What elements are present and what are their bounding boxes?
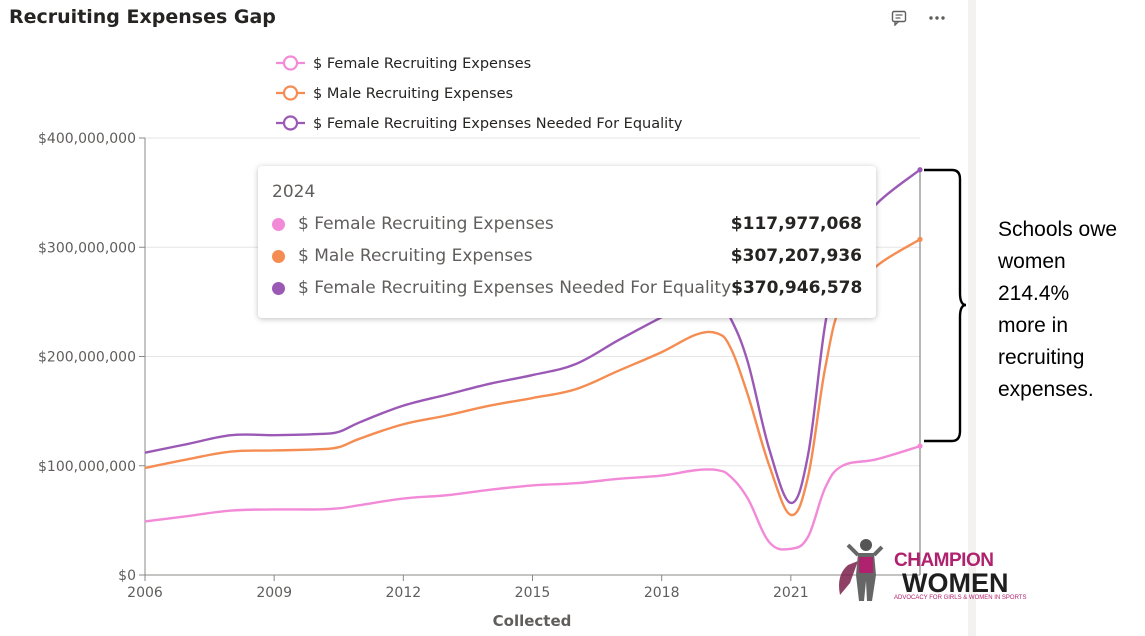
x-axis-ticks: 2006 2009 2012 2015 2018 2021 — [127, 575, 809, 601]
x-tick-label: 2021 — [773, 585, 809, 601]
x-axis-title: Collected — [493, 612, 572, 630]
tooltip-row: $ Female Recruiting Expenses Needed For … — [272, 276, 862, 300]
tooltip-header: 2024 — [272, 182, 316, 202]
panel-divider — [968, 0, 976, 636]
logo-line1: CHAMPION — [894, 550, 994, 571]
y-tick-label: $0 — [118, 568, 136, 584]
line-chart: $ Female Recruiting Expenses $ Male Recru… — [38, 55, 923, 630]
x-tick-label: 2009 — [256, 585, 292, 601]
tooltip-row-label: $ Female Recruiting Expenses Needed For … — [298, 278, 732, 298]
y-tick-label: $100,000,000 — [38, 459, 136, 475]
legend-item-female[interactable]: $ Female Recruiting Expenses — [276, 55, 531, 72]
legend-swatch-marker — [282, 85, 299, 101]
tooltip-row-label: $ Female Recruiting Expenses — [298, 214, 554, 234]
equality-series-marker — [272, 281, 285, 295]
data-tooltip: 2024 $ Female Recruiting Expenses $117,9… — [258, 166, 876, 318]
tooltip-row-value: $307,207,936 — [730, 246, 862, 266]
end-point — [917, 443, 923, 449]
legend-label: $ Female Recruiting Expenses Needed For … — [313, 116, 683, 132]
y-tick-label: $300,000,000 — [38, 240, 136, 256]
equality-expenses-line — [144, 168, 921, 505]
legend-item-equality[interactable]: $ Female Recruiting Expenses Needed For … — [276, 115, 683, 132]
legend-label: $ Female Recruiting Expenses — [313, 56, 531, 72]
legend: $ Female Recruiting Expenses $ Male Recru… — [276, 55, 683, 132]
tooltip-row-value: $117,977,068 — [730, 214, 862, 234]
x-tick-label: 2015 — [515, 585, 551, 601]
annotation-line: recruiting — [998, 346, 1085, 369]
tooltip-row: $ Female Recruiting Expenses $117,977,06… — [272, 212, 862, 236]
gap-annotation: Schools owe women 214.4% more in recruit… — [998, 214, 1143, 406]
female-expenses-line — [144, 444, 921, 551]
annotation-line: women — [998, 250, 1066, 273]
annotation-line: Schools owe — [998, 218, 1118, 241]
y-axis-ticks: $0 $100,000,000 $200,000,000 $300,000,000 $4… — [38, 131, 145, 584]
legend-swatch-marker — [282, 55, 299, 71]
series-lines — [144, 167, 923, 551]
end-point — [917, 236, 923, 242]
brace-icon — [924, 168, 967, 443]
y-tick-label: $400,000,000 — [38, 131, 136, 147]
chart-title: Recruiting Expenses Gap — [9, 6, 276, 28]
female-series-marker — [272, 217, 285, 231]
legend-item-male[interactable]: $ Male Recruiting Expenses — [276, 85, 513, 102]
legend-swatch-marker — [282, 115, 299, 131]
logo-tagline: ADVOCACY FOR GIRLS & WOMEN IN SPORTS — [894, 595, 1027, 601]
x-tick-label: 2006 — [127, 585, 163, 601]
annotation-line: 214.4% — [998, 282, 1070, 305]
male-series-marker — [272, 249, 285, 263]
tooltip-row-label: $ Male Recruiting Expenses — [298, 246, 533, 266]
legend-label: $ Male Recruiting Expenses — [313, 86, 513, 102]
comment-icon[interactable] — [888, 8, 910, 28]
champion-women-logo: CHAMPION WOMEN ADVOCACY FOR GIRLS & WOME… — [828, 535, 1026, 605]
tooltip-row: $ Male Recruiting Expenses $307,207,936 — [272, 244, 862, 268]
x-tick-label: 2012 — [386, 585, 422, 601]
tooltip-row-value: $370,946,578 — [731, 278, 863, 298]
y-tick-label: $200,000,000 — [38, 350, 136, 366]
logo-line2: WOMEN — [902, 568, 1009, 598]
more-options-icon[interactable] — [926, 8, 948, 28]
athlete-silhouette-icon — [839, 539, 884, 601]
male-expenses-line — [144, 238, 921, 517]
annotation-line: expenses. — [998, 378, 1094, 401]
x-tick-label: 2018 — [644, 585, 680, 601]
end-point — [917, 167, 923, 173]
annotation-line: more in — [998, 314, 1069, 337]
